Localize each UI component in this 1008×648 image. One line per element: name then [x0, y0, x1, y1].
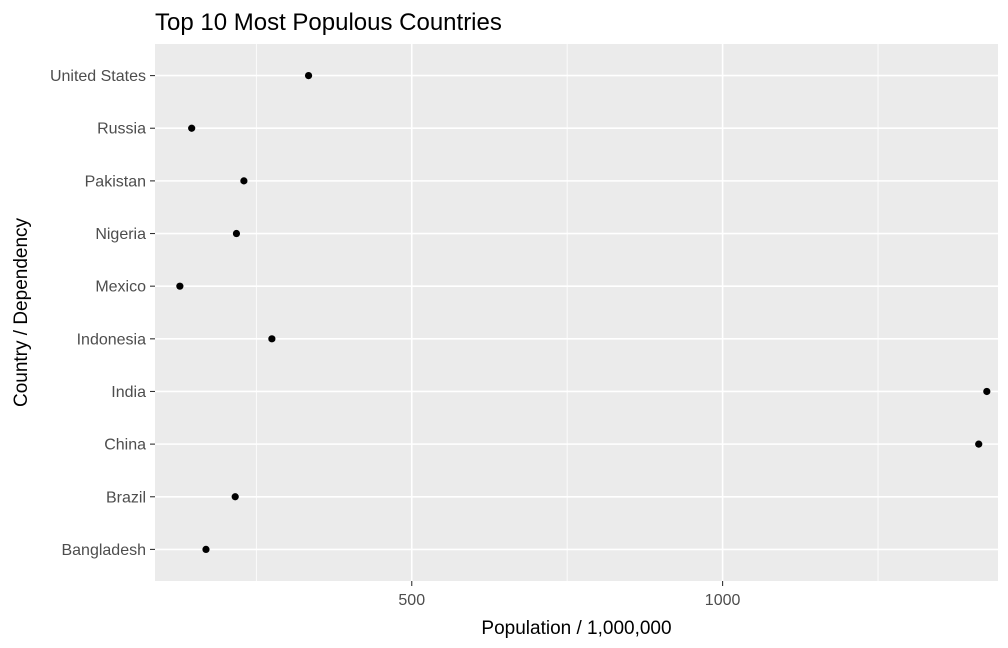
data-point: [975, 440, 983, 448]
data-point: [188, 124, 196, 132]
data-point: [231, 493, 239, 501]
x-axis: 500 1000: [398, 581, 740, 609]
data-point: [304, 71, 313, 80]
major-gridlines-x: [410, 44, 724, 581]
y-tick-label: Bangladesh: [61, 542, 146, 559]
data-point: [176, 282, 184, 290]
y-tick-label: United States: [50, 68, 146, 85]
y-tick-label: Pakistan: [85, 173, 146, 190]
data-point: [232, 229, 241, 238]
x-tick-label: 1000: [705, 592, 741, 609]
minor-gridlines: [255, 44, 879, 581]
y-tick-label: Brazil: [106, 489, 146, 506]
data-point: [983, 387, 991, 396]
y-tick-label: India: [111, 384, 146, 401]
chart-title: Top 10 Most Populous Countries: [155, 9, 502, 36]
y-tick-label: Mexico: [95, 279, 146, 296]
data-point: [202, 545, 210, 554]
y-tick-label: China: [104, 437, 146, 454]
data-point: [240, 177, 248, 185]
y-axis-title: Country / Dependency: [11, 217, 32, 407]
y-tick-label: Russia: [97, 121, 146, 138]
major-gridlines-y: [155, 74, 998, 551]
x-tick-label: 500: [398, 592, 425, 609]
y-tick-label: Nigeria: [95, 226, 146, 243]
plot-panel: [155, 44, 998, 581]
data-points: [176, 71, 991, 554]
data-point: [268, 335, 276, 343]
y-tick-label: Indonesia: [77, 331, 146, 348]
x-axis-title: Population / 1,000,000: [481, 618, 671, 639]
y-axis: Bangladesh Brazil China India Indonesia Mexic…: [50, 68, 155, 559]
